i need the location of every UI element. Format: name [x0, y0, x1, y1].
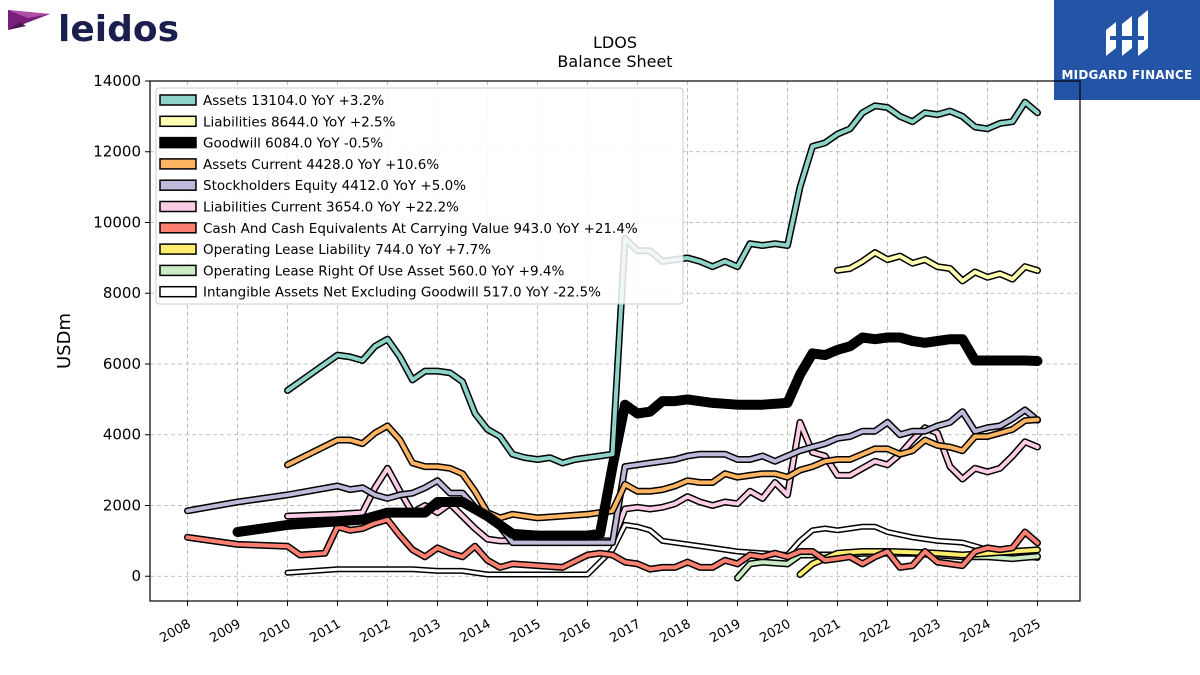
x-tick-label: 2010: [257, 617, 293, 647]
legend-swatch: [159, 222, 197, 234]
badge-name: MIDGARD FINANCE: [1061, 68, 1193, 82]
legend-entry: Operating Lease Liability 744.0 YoY +7.7…: [203, 242, 491, 258]
x-tick-label: 2025: [1007, 617, 1043, 647]
brand-name: leidos: [58, 9, 180, 50]
x-tick-label: 2017: [607, 617, 643, 647]
x-tick-label: 2009: [207, 617, 243, 647]
midgard-logo-icon: [1106, 10, 1148, 56]
y-axis: 0 2000 4000 6000 8000 10000 12000 14000: [93, 72, 150, 585]
legend-swatch: [159, 243, 197, 255]
series-line: [185, 517, 1040, 572]
series-4: [184, 406, 1041, 547]
x-tick-label: 2011: [307, 617, 343, 647]
legend-swatch: [159, 115, 197, 128]
legend-entry: Operating Lease Right Of Use Asset 560.0…: [203, 263, 564, 279]
series-line: [286, 523, 1039, 576]
y-tick-label: 10000: [93, 213, 141, 231]
legend-entry: Cash And Cash Equivalents At Carrying Va…: [203, 221, 638, 237]
x-tick-label: 2022: [857, 617, 893, 647]
legend-swatch: [159, 179, 197, 191]
legend-swatch: [159, 136, 197, 149]
series-line: [835, 250, 1040, 283]
legend-entry: Intangible Assets Net Excluding Goodwill…: [203, 285, 601, 301]
x-tick-label: 2008: [157, 617, 193, 647]
chart-title: LDOS: [593, 33, 637, 52]
x-tick-label: 2015: [507, 617, 543, 647]
x-tick-label: 2013: [407, 617, 443, 647]
legend-swatch: [159, 94, 197, 106]
series-1: [834, 249, 1041, 285]
legend-entry: Liabilities 8644.0 YoY +2.5%: [203, 114, 396, 130]
legend-entry: Goodwill 6084.0 YoY -0.5%: [203, 136, 383, 152]
leidos-logo: leidos: [6, 4, 179, 50]
legend-entry: Liabilities Current 3654.0 YoY +22.2%: [203, 200, 459, 216]
x-tick-label: 2020: [757, 617, 793, 647]
y-tick-label: 0: [131, 567, 141, 585]
x-tick-label: 2023: [907, 617, 943, 647]
x-tick-label: 2018: [657, 617, 693, 647]
chart-subtitle: Balance Sheet: [557, 52, 672, 71]
y-tick-label: 8000: [103, 284, 141, 302]
legend-swatch: [159, 264, 197, 277]
x-tick-label: 2014: [457, 617, 493, 647]
x-tick-label: 2024: [957, 617, 993, 647]
y-tick-label: 6000: [103, 355, 141, 373]
legend-entry: Stockholders Equity 4412.0 YoY +5.0%: [203, 178, 466, 194]
legend-entry: Assets Current 4428.0 YoY +10.6%: [203, 157, 439, 173]
x-axis: 2008 2009 2010 2011 2012 2013 2014 2015 2016 2017…: [157, 601, 1044, 647]
legend: Assets 13104.0 YoY +3.2% Liabilities 8644…: [155, 87, 684, 305]
legend-swatch: [159, 158, 197, 170]
y-axis-label: USDm: [54, 313, 75, 369]
legend-swatch: [159, 285, 197, 298]
x-tick-label: 2016: [557, 617, 593, 647]
series-9: [284, 521, 1041, 578]
series-lines: [184, 98, 1043, 582]
leidos-arrow-icon: [8, 10, 50, 30]
series-2: [232, 332, 1043, 541]
plot-frame: [149, 80, 1081, 602]
y-tick-label: 14000: [93, 72, 141, 90]
x-tick-label: 2012: [357, 617, 393, 647]
series-line: [285, 417, 1040, 520]
y-tick-label: 12000: [93, 143, 141, 161]
legend-swatch: [159, 200, 197, 213]
legend-entry: Assets 13104.0 YoY +3.2%: [203, 93, 384, 109]
series-3: [284, 416, 1041, 522]
legend-box: [155, 87, 684, 305]
x-tick-label: 2021: [807, 617, 843, 647]
series-line: [234, 334, 1041, 540]
series-line: [185, 408, 1040, 545]
series-6: [184, 516, 1041, 573]
midgard-finance-badge: MIDGARD FINANCE: [1054, 0, 1200, 100]
x-tick-label: 2019: [707, 617, 743, 647]
y-tick-label: 2000: [103, 496, 141, 514]
y-tick-label: 4000: [103, 426, 141, 444]
